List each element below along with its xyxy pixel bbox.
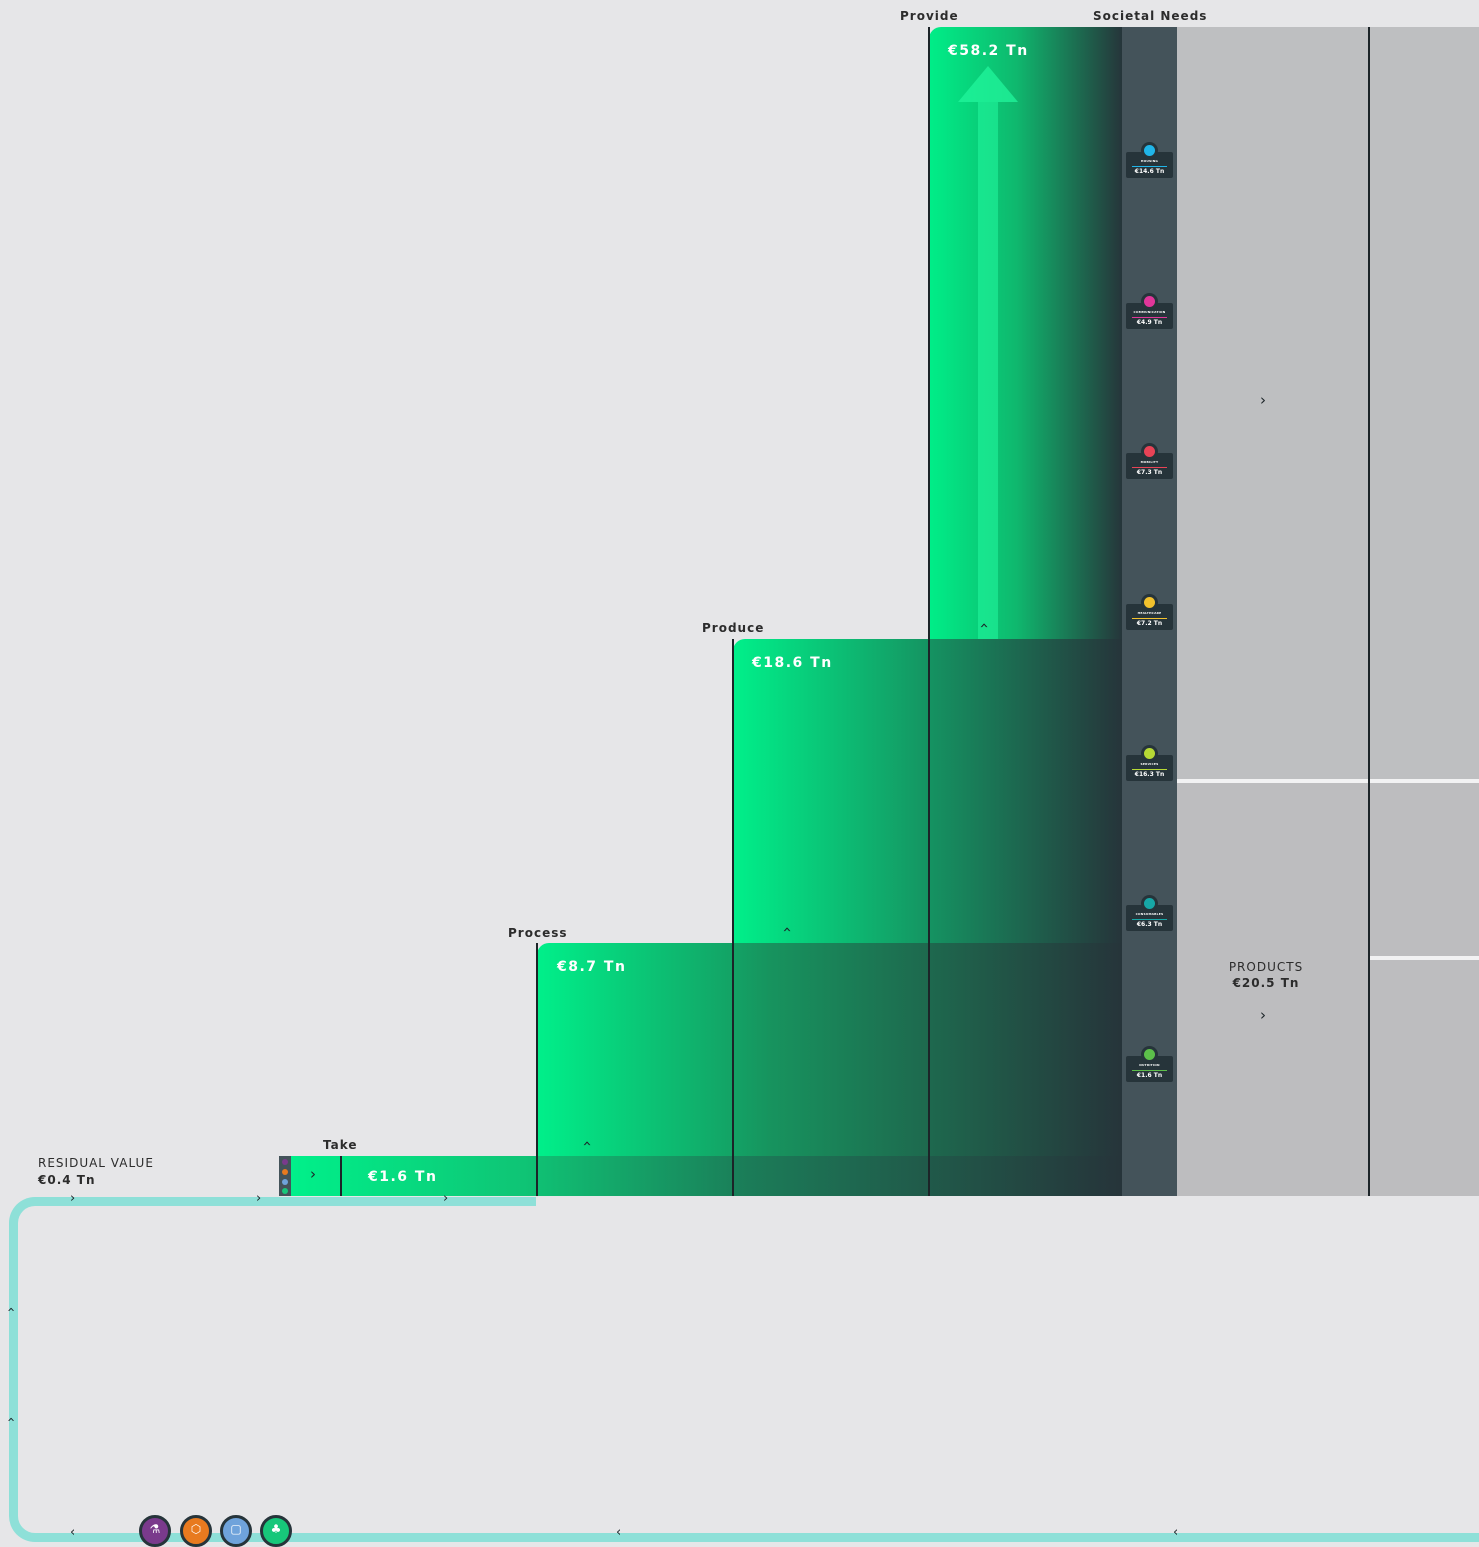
need-ring [1141,142,1158,159]
need-bar [1132,769,1167,770]
process-up-chevron-icon[interactable]: › [577,1140,596,1147]
provide-growth-arrow-icon [958,66,1018,641]
loop-left-chevron-icon: ‹ [1173,1525,1179,1540]
services-icon [1144,748,1155,759]
process-stage-line [536,943,538,1205]
mobility-icon [1144,446,1155,457]
produce-stage-label: Produce [702,621,765,635]
take-entry-stack [279,1156,291,1196]
need-bar [1132,467,1167,468]
need-bar [1132,317,1167,318]
need-value: €14.6 Tn [1134,168,1165,175]
take-entry-chevron-icon[interactable]: › [310,1165,316,1183]
provide-stage-label: Provide [900,9,959,23]
products-divider-right [1369,956,1479,960]
residual-loop [9,1197,1479,1542]
need-value: €1.6 Tn [1136,1072,1163,1079]
take-block[interactable] [291,1156,1123,1196]
take-value: €1.6 Tn [368,1169,438,1185]
loop-left-chevron-icon: ‹ [70,1525,76,1540]
need-name: NUTRITION [1139,1063,1160,1067]
need-housing[interactable]: HOUSING €14.6 Tn [1126,142,1173,178]
tree-icon[interactable]: ♣ [260,1515,292,1547]
produce-stage-line [732,639,734,1196]
products-column-line [1368,27,1370,1196]
need-name: SERVICES [1140,762,1159,766]
need-nutrition[interactable]: NUTRITION €1.6 Tn [1126,1046,1173,1082]
box-icon[interactable]: ▢ [220,1515,252,1547]
loop-up-chevron-icon: › [4,1306,20,1313]
loop-left-chevron-icon: ‹ [616,1525,622,1540]
process-value: €8.7 Tn [557,959,627,975]
need-ring [1141,594,1158,611]
provide-up-chevron-icon[interactable]: › [974,622,993,629]
take-dot-blue [282,1179,288,1185]
need-name: HEALTHCARE [1137,611,1162,615]
need-ring [1141,895,1158,912]
need-value: €6.3 Tn [1136,921,1163,928]
take-stage-line [340,1156,342,1196]
need-name: MOBILITY [1140,460,1159,464]
products-divider-upper [1177,779,1479,783]
consumables-icon [1144,898,1155,909]
residual-label: RESIDUAL VALUE [38,1156,154,1170]
nutrition-icon [1144,1049,1155,1060]
hexagon-icon[interactable]: ⬡ [180,1515,212,1547]
take-dot-green [282,1188,288,1194]
loop-right-chevron-icon: › [70,1191,76,1206]
communication-icon [1144,296,1155,307]
take-dot-purple [282,1159,288,1165]
need-name: HOUSING [1140,159,1159,163]
need-mobility[interactable]: MOBILITY €7.3 Tn [1126,443,1173,479]
need-consumables[interactable]: CONSUMABLES €6.3 Tn [1126,895,1173,931]
need-ring [1141,745,1158,762]
provide-stage-line [928,27,930,1196]
need-value: €7.2 Tn [1136,620,1163,627]
residual-value: €0.4 Tn [38,1173,96,1187]
need-ring [1141,1046,1158,1063]
residual-loop-top-mask [536,1196,1479,1208]
need-name: COMMUNICATION [1133,310,1166,314]
need-name: CONSUMABLES [1135,912,1164,916]
need-value: €16.3 Tn [1134,771,1165,778]
need-communication[interactable]: COMMUNICATION €4.9 Tn [1126,293,1173,329]
healthcare-icon [1144,597,1155,608]
need-bar [1132,1070,1167,1071]
products-label: PRODUCTS [1228,960,1304,974]
take-dot-orange [282,1169,288,1175]
process-stage-label: Process [508,926,568,940]
loop-right-chevron-icon: › [256,1191,262,1206]
societal-needs-stage-label: Societal Needs [1093,9,1208,23]
need-value: €4.9 Tn [1136,319,1163,326]
products-panel-lower [1177,783,1479,1196]
need-ring [1141,443,1158,460]
loop-up-chevron-icon: › [4,1416,20,1423]
housing-icon [1144,145,1155,156]
provide-value: €58.2 Tn [948,43,1029,59]
process-block[interactable] [537,943,1123,1196]
loop-right-chevron-icon: › [443,1191,449,1206]
products-panel-upper [1177,27,1479,779]
need-value: €7.3 Tn [1136,469,1163,476]
produce-value: €18.6 Tn [752,655,833,671]
need-bar [1132,919,1167,920]
take-stage-label: Take [323,1138,358,1152]
products-value: €20.5 Tn [1232,976,1300,990]
products-lower-chevron-icon[interactable]: › [1260,1006,1266,1024]
need-services[interactable]: SERVICES €16.3 Tn [1126,745,1173,781]
produce-up-chevron-icon[interactable]: › [777,926,796,933]
flask-icon[interactable]: ⚗ [139,1515,171,1547]
need-bar [1132,618,1167,619]
need-healthcare[interactable]: HEALTHCARE €7.2 Tn [1126,594,1173,630]
products-upper-chevron-icon[interactable]: › [1260,391,1266,409]
need-bar [1132,166,1167,167]
need-ring [1141,293,1158,310]
